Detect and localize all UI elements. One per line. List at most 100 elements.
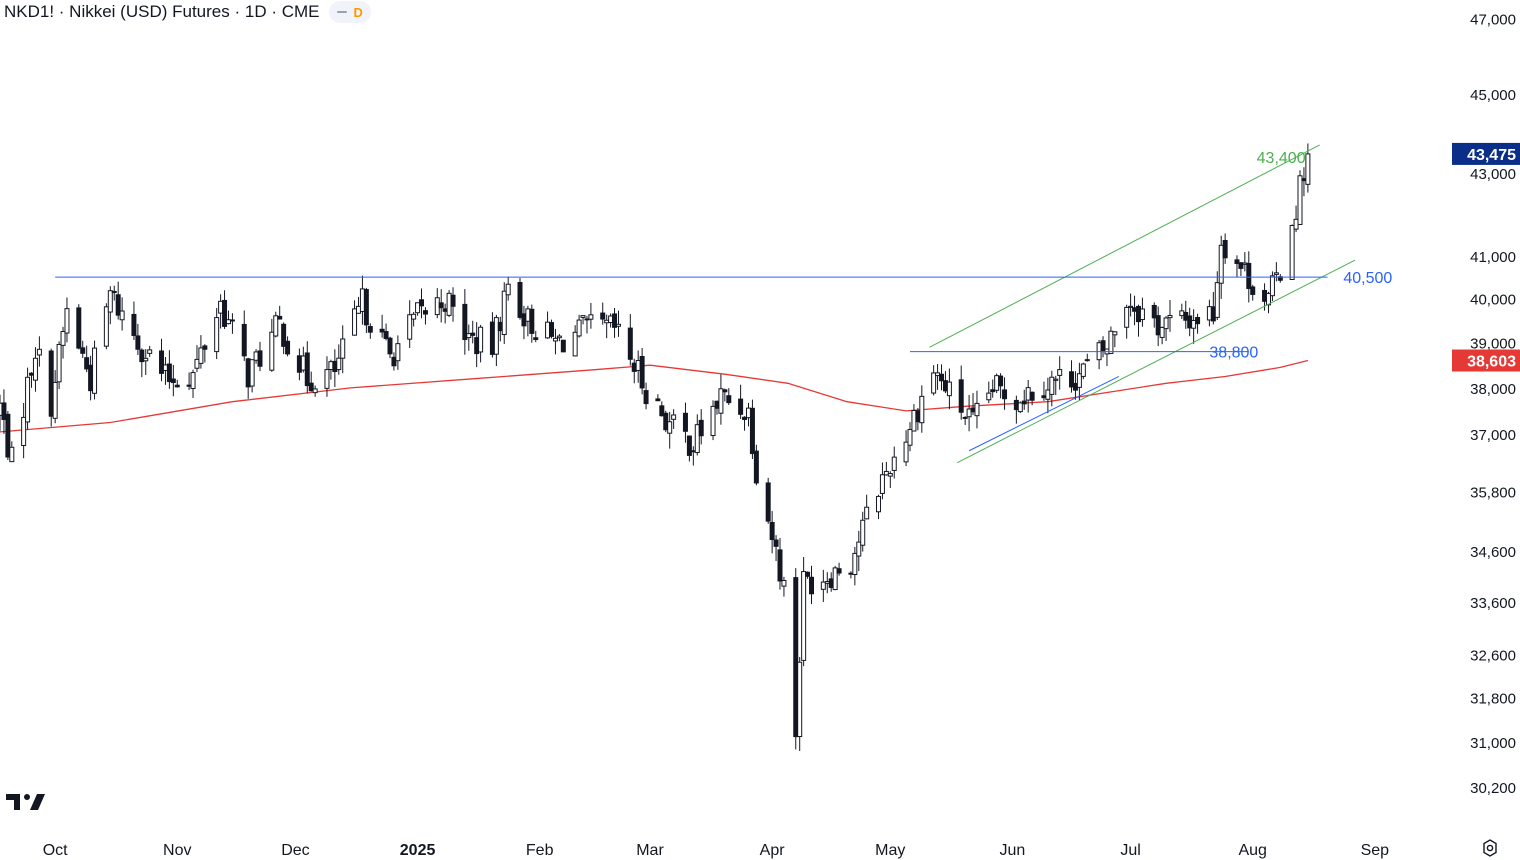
candle [781, 576, 787, 597]
lower-channel-line[interactable] [957, 259, 1356, 464]
y-tick-label: 43,000 [1470, 166, 1516, 183]
candle [1025, 380, 1031, 413]
candle [1045, 377, 1051, 414]
candle [56, 341, 62, 390]
candle [604, 314, 610, 339]
candle [162, 357, 168, 385]
x-tick-label: Aug [1238, 842, 1266, 859]
candle [1234, 255, 1240, 278]
candle [1112, 331, 1118, 348]
candle [166, 350, 172, 389]
upper-channel-line[interactable] [929, 144, 1320, 348]
x-tick-label: Dec [281, 842, 309, 859]
short-support-line[interactable] [968, 376, 1120, 452]
candle [1041, 381, 1047, 401]
candle [446, 290, 452, 318]
candle [1238, 262, 1244, 277]
candle [1108, 326, 1114, 354]
candle [383, 323, 389, 341]
x-tick-label: Jun [1000, 842, 1026, 859]
candle [1029, 391, 1035, 406]
candle [722, 388, 728, 402]
candle [489, 312, 495, 358]
candle [36, 336, 42, 367]
candle [1132, 295, 1138, 326]
candle [1, 389, 7, 434]
ma-value-label: 38,603 [1467, 354, 1516, 371]
candle [1159, 326, 1165, 345]
candle [186, 372, 192, 390]
candle [994, 373, 1000, 394]
candle [942, 371, 948, 394]
candle [1195, 313, 1201, 334]
candle [312, 385, 318, 397]
candle [359, 275, 365, 325]
candle [245, 357, 251, 399]
y-tick-label: 33,600 [1470, 595, 1516, 612]
candle [797, 657, 803, 751]
candle [714, 400, 720, 415]
candle [1002, 377, 1008, 410]
candle [241, 310, 247, 361]
candle [738, 384, 744, 419]
candle [552, 328, 558, 355]
candle [946, 368, 952, 410]
candle [470, 320, 476, 344]
y-tick-label: 32,600 [1470, 647, 1516, 664]
y-tick-label: 31,800 [1470, 690, 1516, 707]
candle [107, 286, 113, 325]
candle [1049, 370, 1055, 407]
candle [438, 289, 444, 323]
candle [793, 568, 799, 750]
candle [60, 326, 66, 359]
time-axis: Oct Nov Dec 2025 Feb Mar Apr May Jun Jul Aug Sep [43, 842, 1389, 859]
candle [422, 307, 428, 325]
candle [974, 390, 980, 429]
y-tick-label: 41,000 [1470, 249, 1516, 266]
candle-layer [0, 143, 1311, 751]
candle [875, 494, 881, 520]
gear-icon[interactable] [1480, 838, 1500, 858]
candle [103, 303, 109, 350]
candle [332, 349, 338, 388]
candle [966, 394, 972, 432]
candle [84, 345, 90, 373]
candle [300, 346, 306, 373]
candle [773, 535, 779, 562]
candle [635, 350, 641, 383]
candle [1187, 307, 1193, 337]
candle [710, 400, 716, 441]
indicator-pill[interactable]: D [329, 1, 371, 23]
candle [355, 296, 361, 314]
candle [119, 297, 125, 331]
y-tick-label: 35,800 [1470, 485, 1516, 502]
candle [848, 571, 854, 579]
candle [442, 303, 448, 324]
candle [549, 319, 555, 339]
candle [864, 494, 870, 520]
candle [663, 410, 669, 433]
candle [998, 373, 1004, 399]
candle [505, 276, 511, 301]
candle [419, 288, 425, 319]
candle [533, 330, 539, 343]
candle [501, 282, 507, 345]
chart-header: NKD1! · Nikkei (USD) Futures · 1D · CME … [4, 0, 371, 24]
resistance-40500-label: 40,500 [1343, 270, 1392, 287]
candle [1289, 224, 1295, 280]
candle [1076, 362, 1082, 401]
candle [198, 335, 204, 369]
candle [694, 414, 700, 456]
y-tick-label: 37,000 [1470, 427, 1516, 444]
candle [556, 334, 562, 342]
candle [1084, 353, 1090, 362]
symbol-title[interactable]: NKD1! · Nikkei (USD) Futures · 1D · CME [4, 2, 320, 21]
y-tick-label: 31,000 [1470, 735, 1516, 752]
moving-average-line [0, 359, 1309, 433]
candle [434, 288, 440, 319]
candle [379, 314, 385, 338]
candle [939, 364, 945, 391]
candle [493, 314, 499, 367]
tradingview-logo-icon[interactable] [6, 792, 46, 812]
